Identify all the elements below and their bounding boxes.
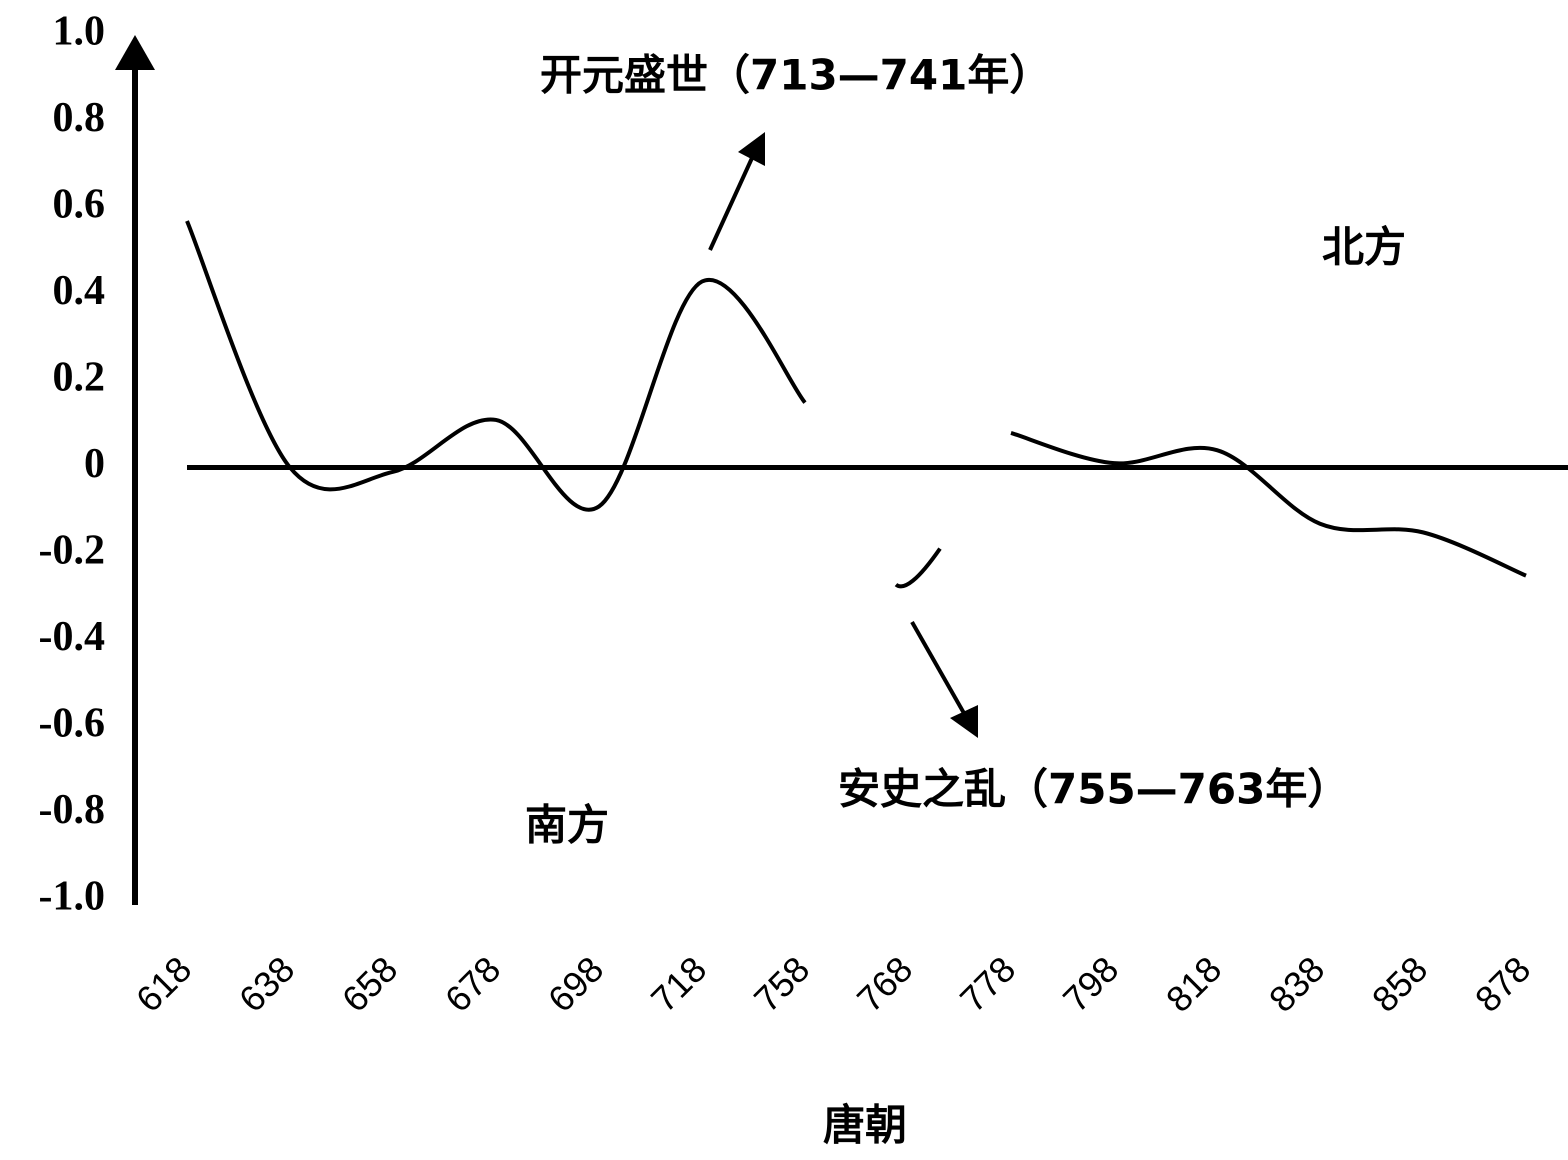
x-tick-label: 618: [128, 948, 199, 1019]
annotation: 开元盛世（713—741年）: [540, 51, 1051, 100]
y-tick-label: -0.8: [39, 787, 106, 833]
x-tick-label: 818: [1158, 948, 1229, 1019]
y-axis-arrow: [115, 35, 155, 70]
x-tick-label: 838: [1261, 948, 1332, 1019]
annotation-arrowhead: [738, 132, 765, 166]
x-tick-label: 758: [746, 948, 817, 1019]
x-tick-label: 798: [1055, 948, 1126, 1019]
x-tick-label: 878: [1467, 948, 1538, 1019]
x-tick-label: 698: [540, 948, 611, 1019]
y-tick-label: 0.8: [53, 95, 106, 141]
y-tick-label: 0.4: [53, 268, 106, 314]
y-tick-label: -0.2: [39, 528, 106, 574]
y-tick-label: -0.4: [39, 614, 106, 660]
y-tick-label: -0.6: [39, 701, 106, 747]
x-tick-label: 658: [334, 948, 405, 1019]
annotation: 北方: [1322, 223, 1406, 272]
annotation: 南方: [525, 801, 609, 850]
x-tick-label: 638: [231, 948, 302, 1019]
annotation-arrow: [910, 621, 967, 716]
x-tick-label: 768: [849, 948, 920, 1019]
x-tick-label: 678: [437, 948, 508, 1019]
x-tick-label: 858: [1364, 948, 1435, 1019]
x-tick-label: 778: [952, 948, 1023, 1019]
annotation-arrowhead: [950, 705, 978, 738]
annotation-arrow: [708, 157, 754, 251]
y-tick-label: 0: [84, 441, 105, 487]
y-tick-label: -1.0: [39, 874, 106, 920]
line: [894, 547, 942, 589]
y-tick-label: 0.2: [53, 355, 106, 401]
y-tick-label: 0.6: [53, 182, 106, 228]
y-tick-label: 1.0: [53, 9, 106, 55]
annotation: 安史之乱（755—763年）: [838, 765, 1349, 814]
line: [1010, 430, 1527, 578]
x-tick-label: 718: [643, 948, 714, 1019]
line: [185, 220, 807, 512]
x-axis-title: 唐朝: [823, 1101, 907, 1150]
